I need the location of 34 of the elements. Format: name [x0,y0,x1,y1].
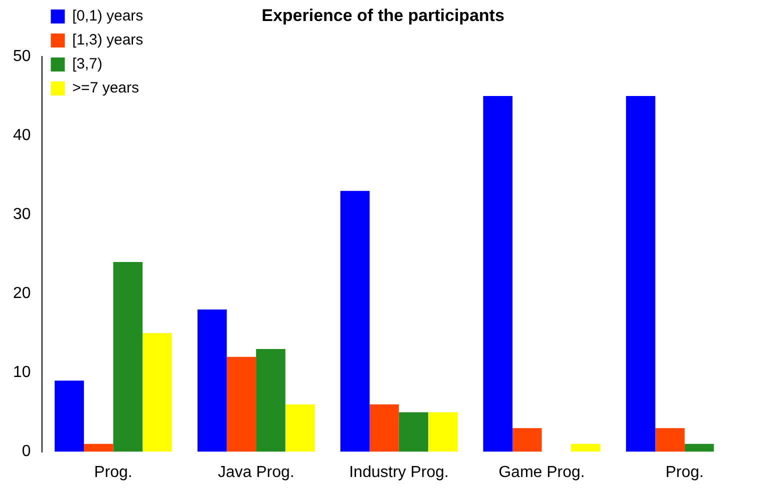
bar [655,428,685,452]
y-tick-label: 0 [22,443,31,460]
legend-label: [1,3) years [72,32,144,49]
legend-label: [3,7) [72,56,102,73]
bar [428,412,458,452]
bar [340,190,370,452]
bar [256,348,286,452]
bar [626,96,656,452]
bar [483,96,512,452]
y-tick-label: 20 [13,285,31,302]
bar [571,444,600,452]
x-tick-label: Game Prog. [498,464,585,481]
bar [285,404,315,452]
y-tick-label: 40 [13,126,31,144]
y-tick-label: 10 [13,364,31,382]
y-tick-label: 30 [13,206,31,223]
legend-label: >=7 years [72,80,140,97]
bar [512,428,542,452]
bar [84,444,114,452]
x-tick-label: Industry Prog. [349,464,449,481]
bar [54,380,84,452]
bar [226,356,256,452]
chart-title: Experience of the participants [262,6,504,25]
bar [142,333,172,452]
x-tick-label: Java Prog. [218,464,294,481]
bar [113,262,142,452]
y-tick-label: 50 [13,48,31,65]
bar [197,309,227,452]
legend-label: [0,1) years [72,8,144,25]
x-tick-label: Prog. [665,464,704,481]
bar [398,412,428,452]
bar [370,404,399,452]
x-tick-label: Prog. [94,464,132,481]
bar [684,444,714,452]
